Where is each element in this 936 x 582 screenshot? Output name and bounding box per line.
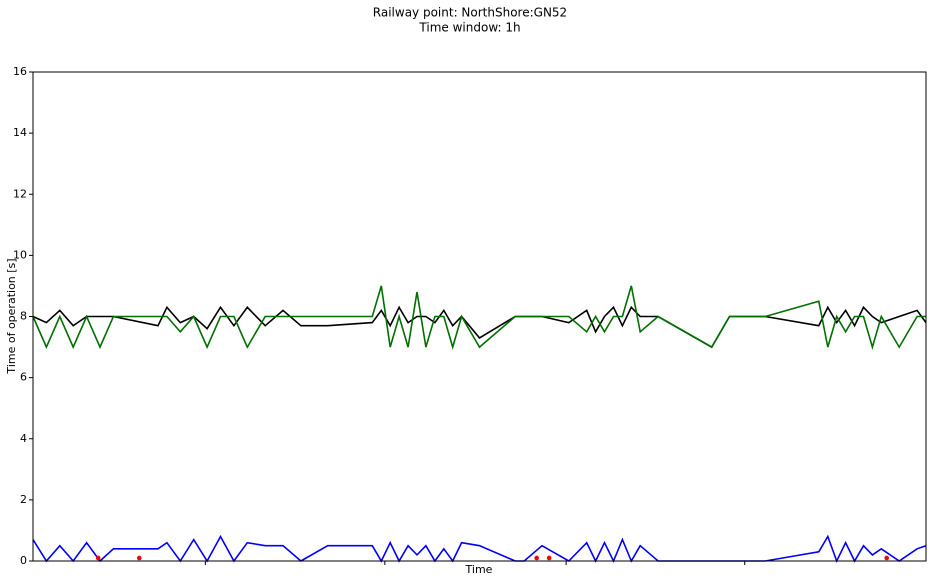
- data-point: [884, 555, 890, 561]
- x-axis-label: Time: [465, 563, 493, 576]
- y-tick-label: 6: [20, 371, 27, 384]
- chart-subtitle: Time window: 1h: [418, 21, 520, 35]
- y-tick-label: 2: [20, 493, 27, 506]
- y-tick-label: 4: [20, 432, 27, 445]
- data-line: [32, 534, 927, 564]
- data-point: [534, 555, 539, 561]
- y-tick-label: 16: [13, 65, 27, 78]
- y-tick-label: 8: [20, 310, 27, 323]
- plot-frame: [32, 71, 927, 562]
- y-tick-label: 0: [20, 554, 27, 567]
- data-point: [546, 555, 552, 561]
- y-tick-label: 14: [13, 126, 27, 139]
- y-tick-label: 10: [13, 248, 27, 261]
- data-line: [32, 285, 926, 350]
- y-tick-label: 12: [13, 187, 27, 200]
- data-point: [136, 555, 142, 561]
- y-axis-label: Time of operation [s]: [5, 258, 18, 374]
- data-line: [32, 305, 927, 349]
- chart-title: Railway point: NorthShore:GN52: [373, 6, 567, 20]
- data-point: [95, 555, 101, 561]
